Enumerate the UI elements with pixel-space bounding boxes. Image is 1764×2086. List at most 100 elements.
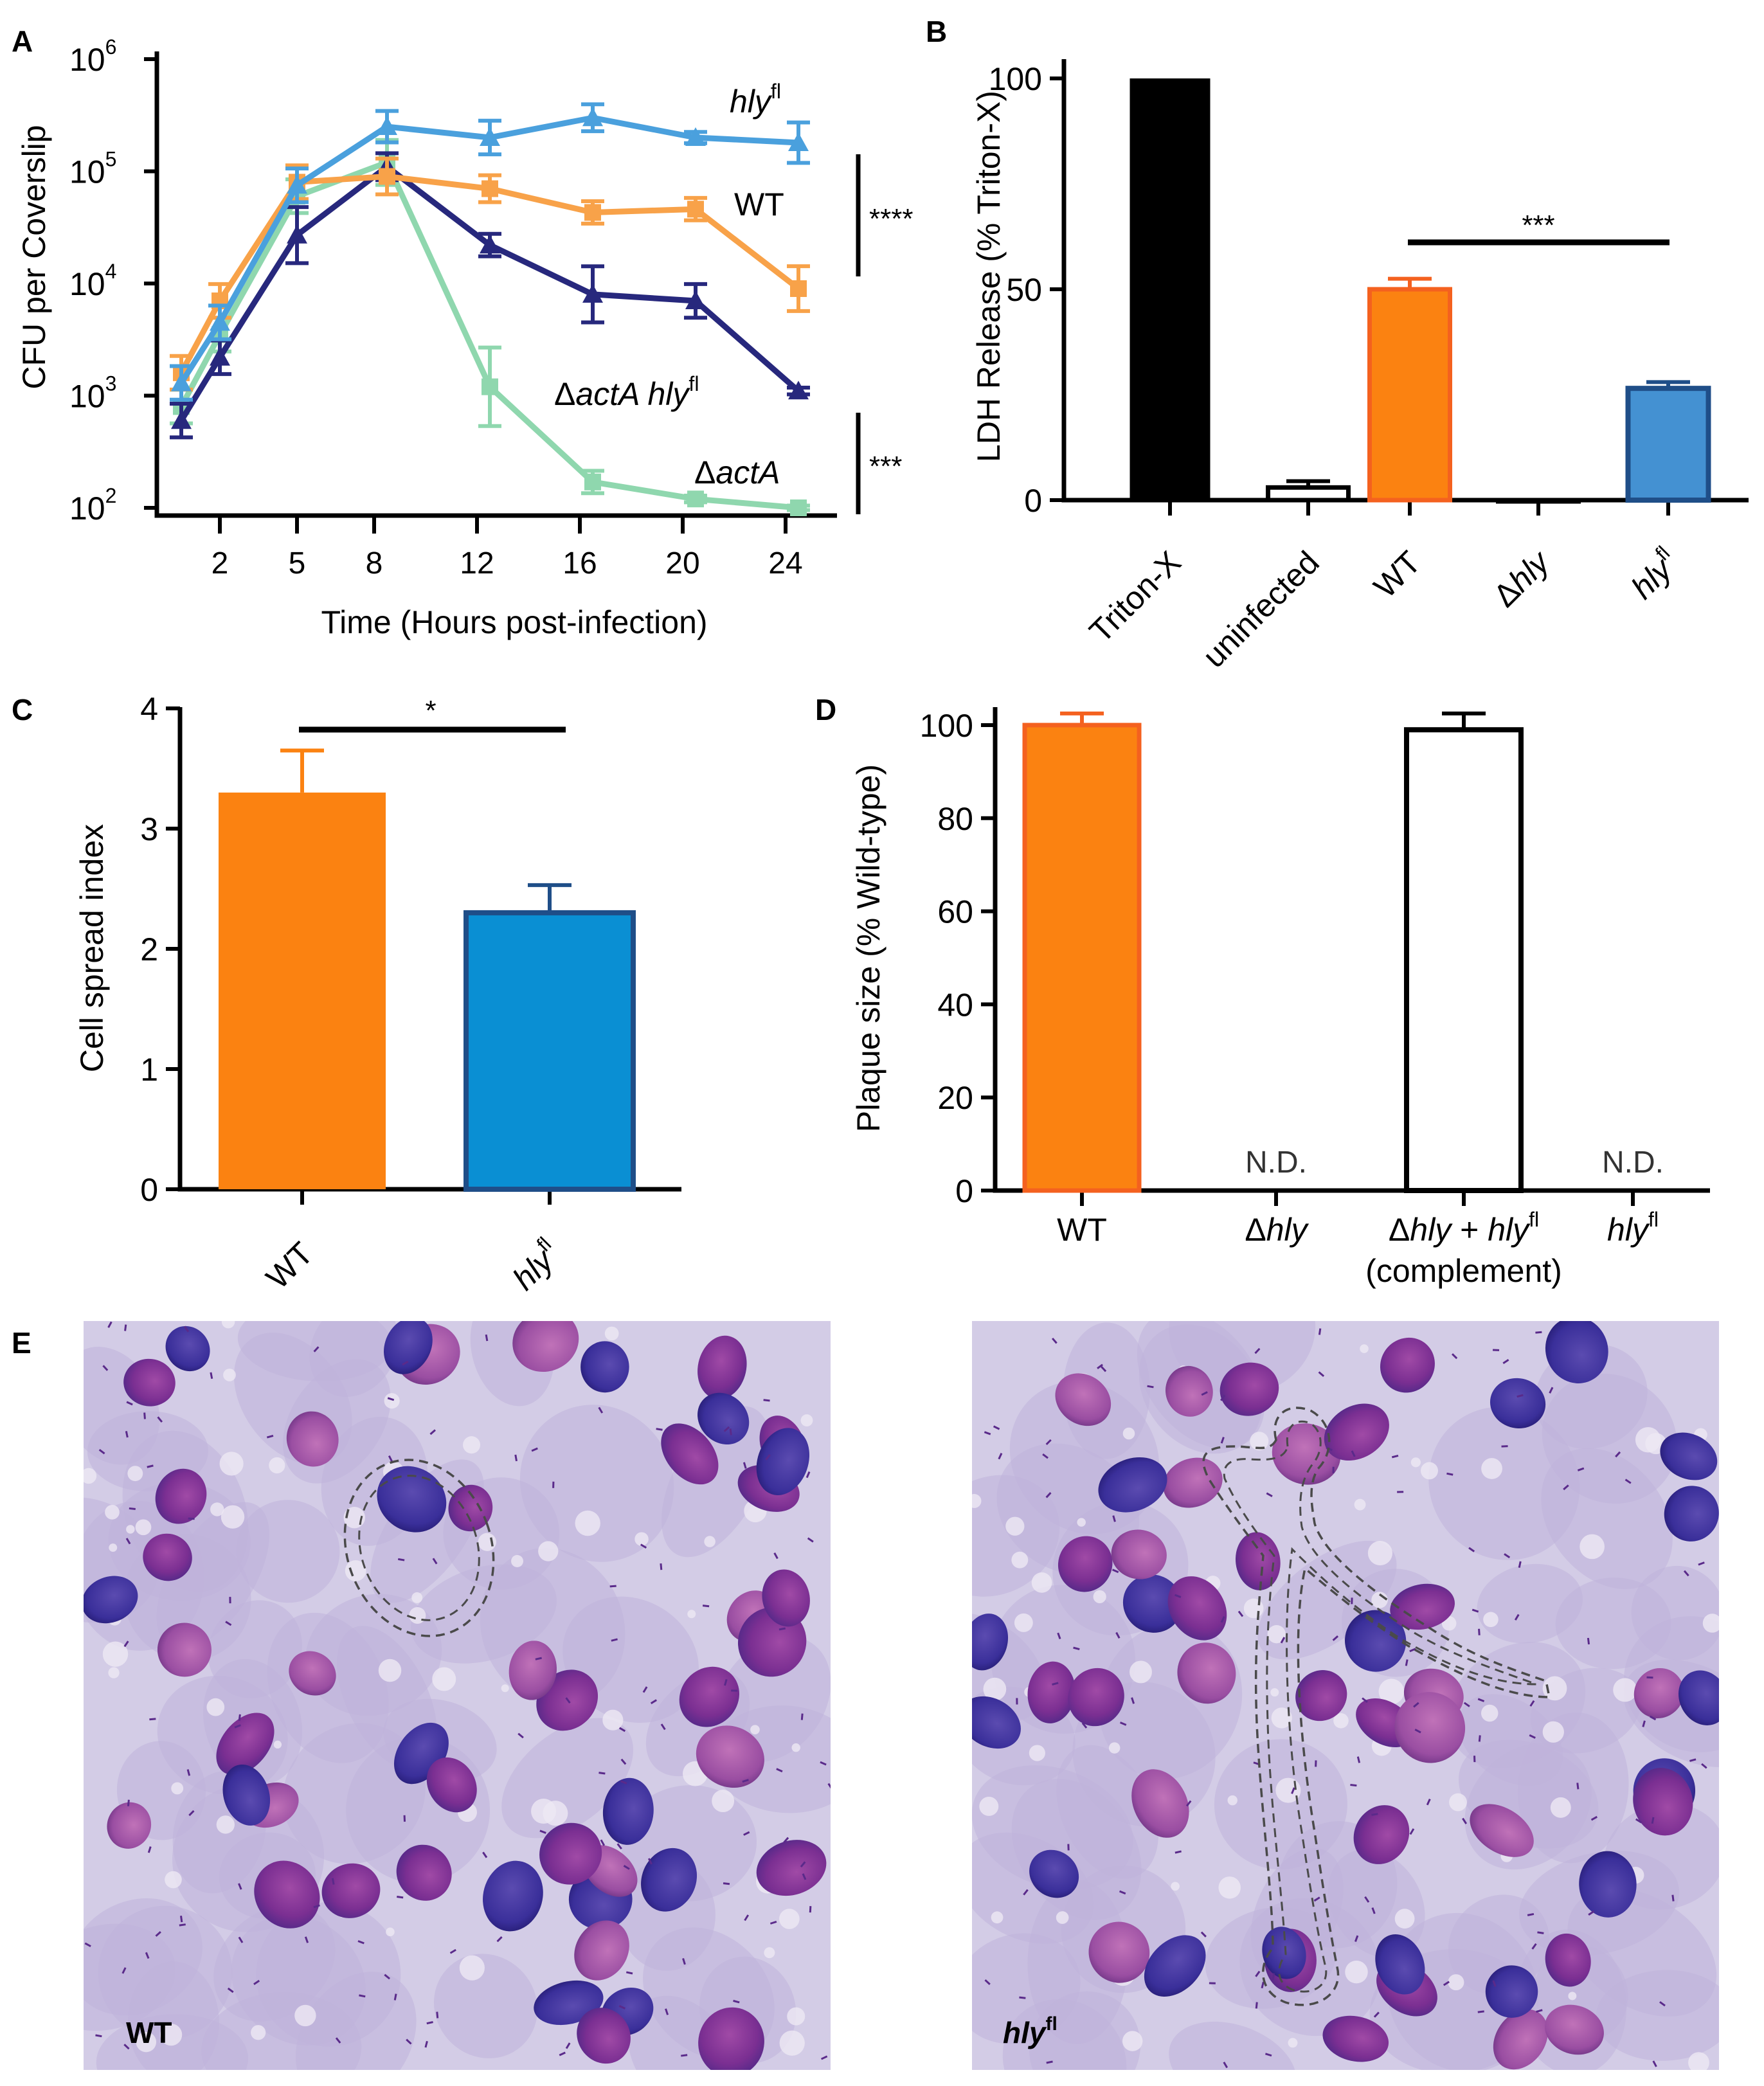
bacterium — [647, 1858, 652, 1865]
data-point — [480, 235, 500, 254]
bacterium — [1642, 1720, 1646, 1727]
panel-a-ytick-label: 106 — [69, 35, 116, 78]
bacterium — [1364, 1896, 1370, 1903]
bacterium — [406, 2038, 412, 2045]
nucleus — [1167, 1576, 1227, 1641]
bacterium — [1362, 1697, 1368, 1703]
vacuole — [602, 1709, 624, 1731]
bacterium — [266, 1434, 274, 1439]
bacterium — [1266, 1492, 1273, 1498]
bacterium — [998, 1453, 1003, 1460]
bacterium — [1115, 1632, 1120, 1639]
vacuole — [1550, 1797, 1571, 1818]
vacuole — [1688, 2052, 1709, 2070]
bacterium — [125, 1538, 131, 1545]
panel-b-bar — [1367, 287, 1452, 503]
bacterium — [1112, 1515, 1116, 1522]
bacterium — [1590, 1815, 1598, 1821]
bacterium — [802, 1873, 807, 1880]
bacterium — [393, 1993, 397, 2001]
nucleus — [696, 1725, 764, 1788]
bacterium — [531, 1447, 538, 1452]
nucleus — [1027, 1661, 1076, 1723]
data-point — [788, 132, 809, 151]
bacterium — [1174, 1850, 1182, 1854]
series-wt — [170, 156, 810, 392]
vacuole — [84, 1468, 97, 1484]
nucleus — [384, 1321, 433, 1374]
nucleus — [143, 1533, 192, 1581]
nucleus — [1029, 1849, 1079, 1898]
vacuole — [634, 1532, 649, 1546]
cytoplasm — [309, 1321, 399, 1398]
vacuole — [604, 1326, 619, 1341]
bacterium — [742, 1779, 749, 1783]
vacuole — [1130, 1660, 1152, 1684]
data-point — [287, 224, 307, 244]
vacuole — [221, 1505, 245, 1529]
nucleus — [1660, 1432, 1718, 1480]
nucleus — [1353, 1805, 1410, 1864]
nucleus — [1345, 1610, 1407, 1672]
nucleus — [698, 1335, 747, 1399]
panel-b-xlabel: Δhly — [1486, 543, 1558, 614]
bacterium — [1238, 1610, 1244, 1617]
nucleus — [1394, 1692, 1466, 1763]
bacterium — [188, 1517, 195, 1520]
vacuole — [345, 1560, 366, 1581]
cytoplasm — [1056, 1745, 1159, 1879]
bacterium — [1531, 1943, 1537, 1950]
nucleus — [216, 1713, 274, 1776]
vacuole — [1542, 1721, 1564, 1743]
vacuole — [269, 1457, 285, 1474]
nucleus — [972, 1614, 1009, 1671]
bacterium — [1220, 1394, 1226, 1401]
bacterium — [482, 1851, 488, 1858]
bacterium — [660, 1563, 663, 1570]
vacuole — [127, 1466, 143, 1482]
nucleus — [580, 1341, 629, 1393]
vacuole — [411, 1592, 423, 1603]
panel-d-ylabel: Plaque size (% Wild-type) — [851, 764, 887, 1132]
panel-d-ytick-label: 40 — [937, 987, 973, 1023]
nucleus — [1633, 1768, 1693, 1836]
vacuole — [1093, 1590, 1106, 1603]
bacterium — [155, 1930, 161, 1937]
bacterium — [123, 1641, 129, 1648]
bacterium — [227, 1987, 234, 1993]
bacterium — [1272, 1973, 1275, 1980]
bacterium — [398, 1558, 405, 1561]
bacterium — [1516, 1394, 1524, 1398]
panel-d-xlabel: Δhly — [1245, 1212, 1309, 1248]
panel-a-sig-1: **** — [869, 203, 914, 235]
nucleus — [1088, 1921, 1150, 1983]
bacterium — [1147, 1385, 1154, 1389]
nucleus — [1177, 1642, 1236, 1704]
micrograph-right-label: hlyfl — [1003, 2013, 1058, 2049]
nucleus — [483, 1860, 543, 1932]
vacuole — [1288, 2038, 1298, 2048]
vacuole — [991, 1911, 1004, 1924]
bacterium — [763, 1399, 770, 1402]
vacuole — [1702, 1614, 1719, 1633]
panel-d-ytick-label: 100 — [920, 708, 973, 744]
vacuole — [223, 1369, 236, 1381]
bacterium — [234, 1724, 241, 1729]
nucleus — [1272, 1423, 1341, 1485]
bacterium — [1529, 1700, 1535, 1707]
bacterium — [1659, 2001, 1666, 2007]
nucleus — [1545, 1321, 1608, 1383]
data-point — [480, 127, 500, 146]
vacuole — [1345, 1960, 1368, 1984]
panel-d-nd-label: N.D. — [1245, 1146, 1307, 1180]
bacterium — [210, 1372, 213, 1380]
bacterium — [514, 1454, 518, 1462]
panel-d-xlabel-line2: (complement) — [1365, 1253, 1562, 1289]
vacuole — [294, 2004, 316, 2027]
nucleus — [107, 1802, 152, 1849]
panel-a-line-chart: 102 103 104 105 106 2 5 8 12 16 20 24 CFU per Cove… — [16, 35, 914, 640]
vacuole — [102, 1641, 129, 1667]
vacuole — [1410, 1457, 1421, 1468]
bacterium — [539, 1830, 546, 1834]
bacterium — [1371, 1907, 1376, 1914]
